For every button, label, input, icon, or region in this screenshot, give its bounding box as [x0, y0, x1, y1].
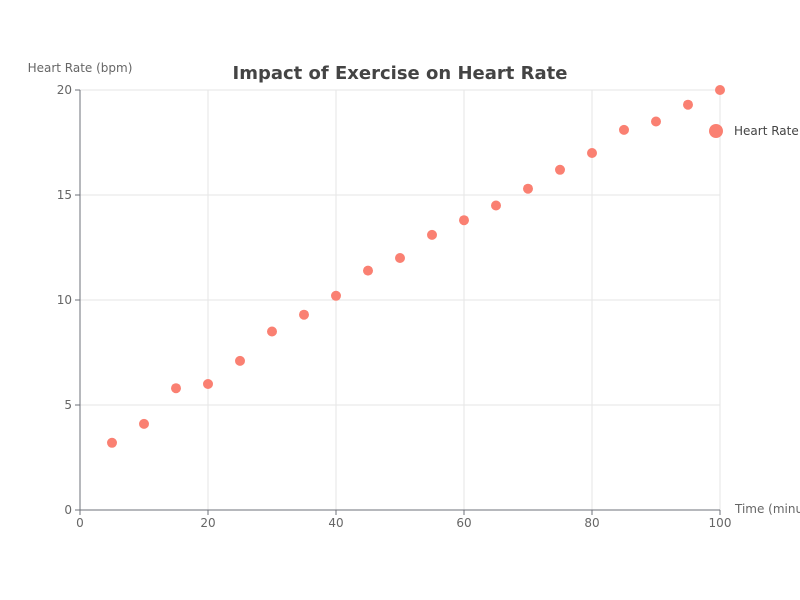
x-tick-label: 80	[584, 516, 599, 530]
data-point	[459, 215, 469, 226]
data-point	[555, 164, 565, 175]
x-tick-label: 20	[200, 516, 215, 530]
chart-title: Impact of Exercise on Heart Rate	[233, 63, 568, 84]
legend-label: Heart Rate	[734, 124, 799, 138]
data-point	[235, 355, 245, 366]
data-point	[651, 116, 661, 127]
data-point	[331, 290, 341, 301]
data-point	[139, 418, 149, 429]
x-axis-label: Time (minutes)	[734, 502, 800, 516]
y-axis-label: Heart Rate (bpm)	[28, 61, 133, 75]
x-tick-label: 40	[328, 516, 343, 530]
data-point	[523, 183, 533, 194]
legend[interactable]: Heart Rate	[709, 124, 799, 138]
data-point	[491, 200, 501, 211]
points-layer	[107, 85, 725, 448]
y-tick-label: 0	[64, 503, 72, 517]
data-point	[427, 229, 437, 240]
y-tick-label: 15	[57, 188, 72, 202]
data-point	[395, 253, 405, 263]
data-point	[267, 326, 277, 337]
data-point	[107, 437, 117, 448]
data-point	[363, 265, 373, 276]
y-tick-label: 5	[64, 398, 72, 412]
x-tick-label: 100	[709, 516, 732, 530]
grid-layer	[80, 89, 721, 510]
data-point	[619, 124, 629, 135]
legend-marker	[709, 124, 723, 138]
data-point	[203, 379, 213, 389]
data-point	[683, 99, 693, 110]
y-tick-label: 10	[57, 293, 72, 307]
data-point	[715, 85, 725, 95]
axis-layer: 0 5 10 15 20 0 20 40 60 80 100	[57, 83, 732, 530]
y-tick-label: 20	[57, 83, 72, 97]
data-point	[171, 383, 181, 394]
x-tick-label: 60	[456, 516, 471, 530]
data-point	[587, 148, 597, 158]
data-point	[299, 309, 309, 320]
x-tick-label: 0	[76, 516, 84, 530]
